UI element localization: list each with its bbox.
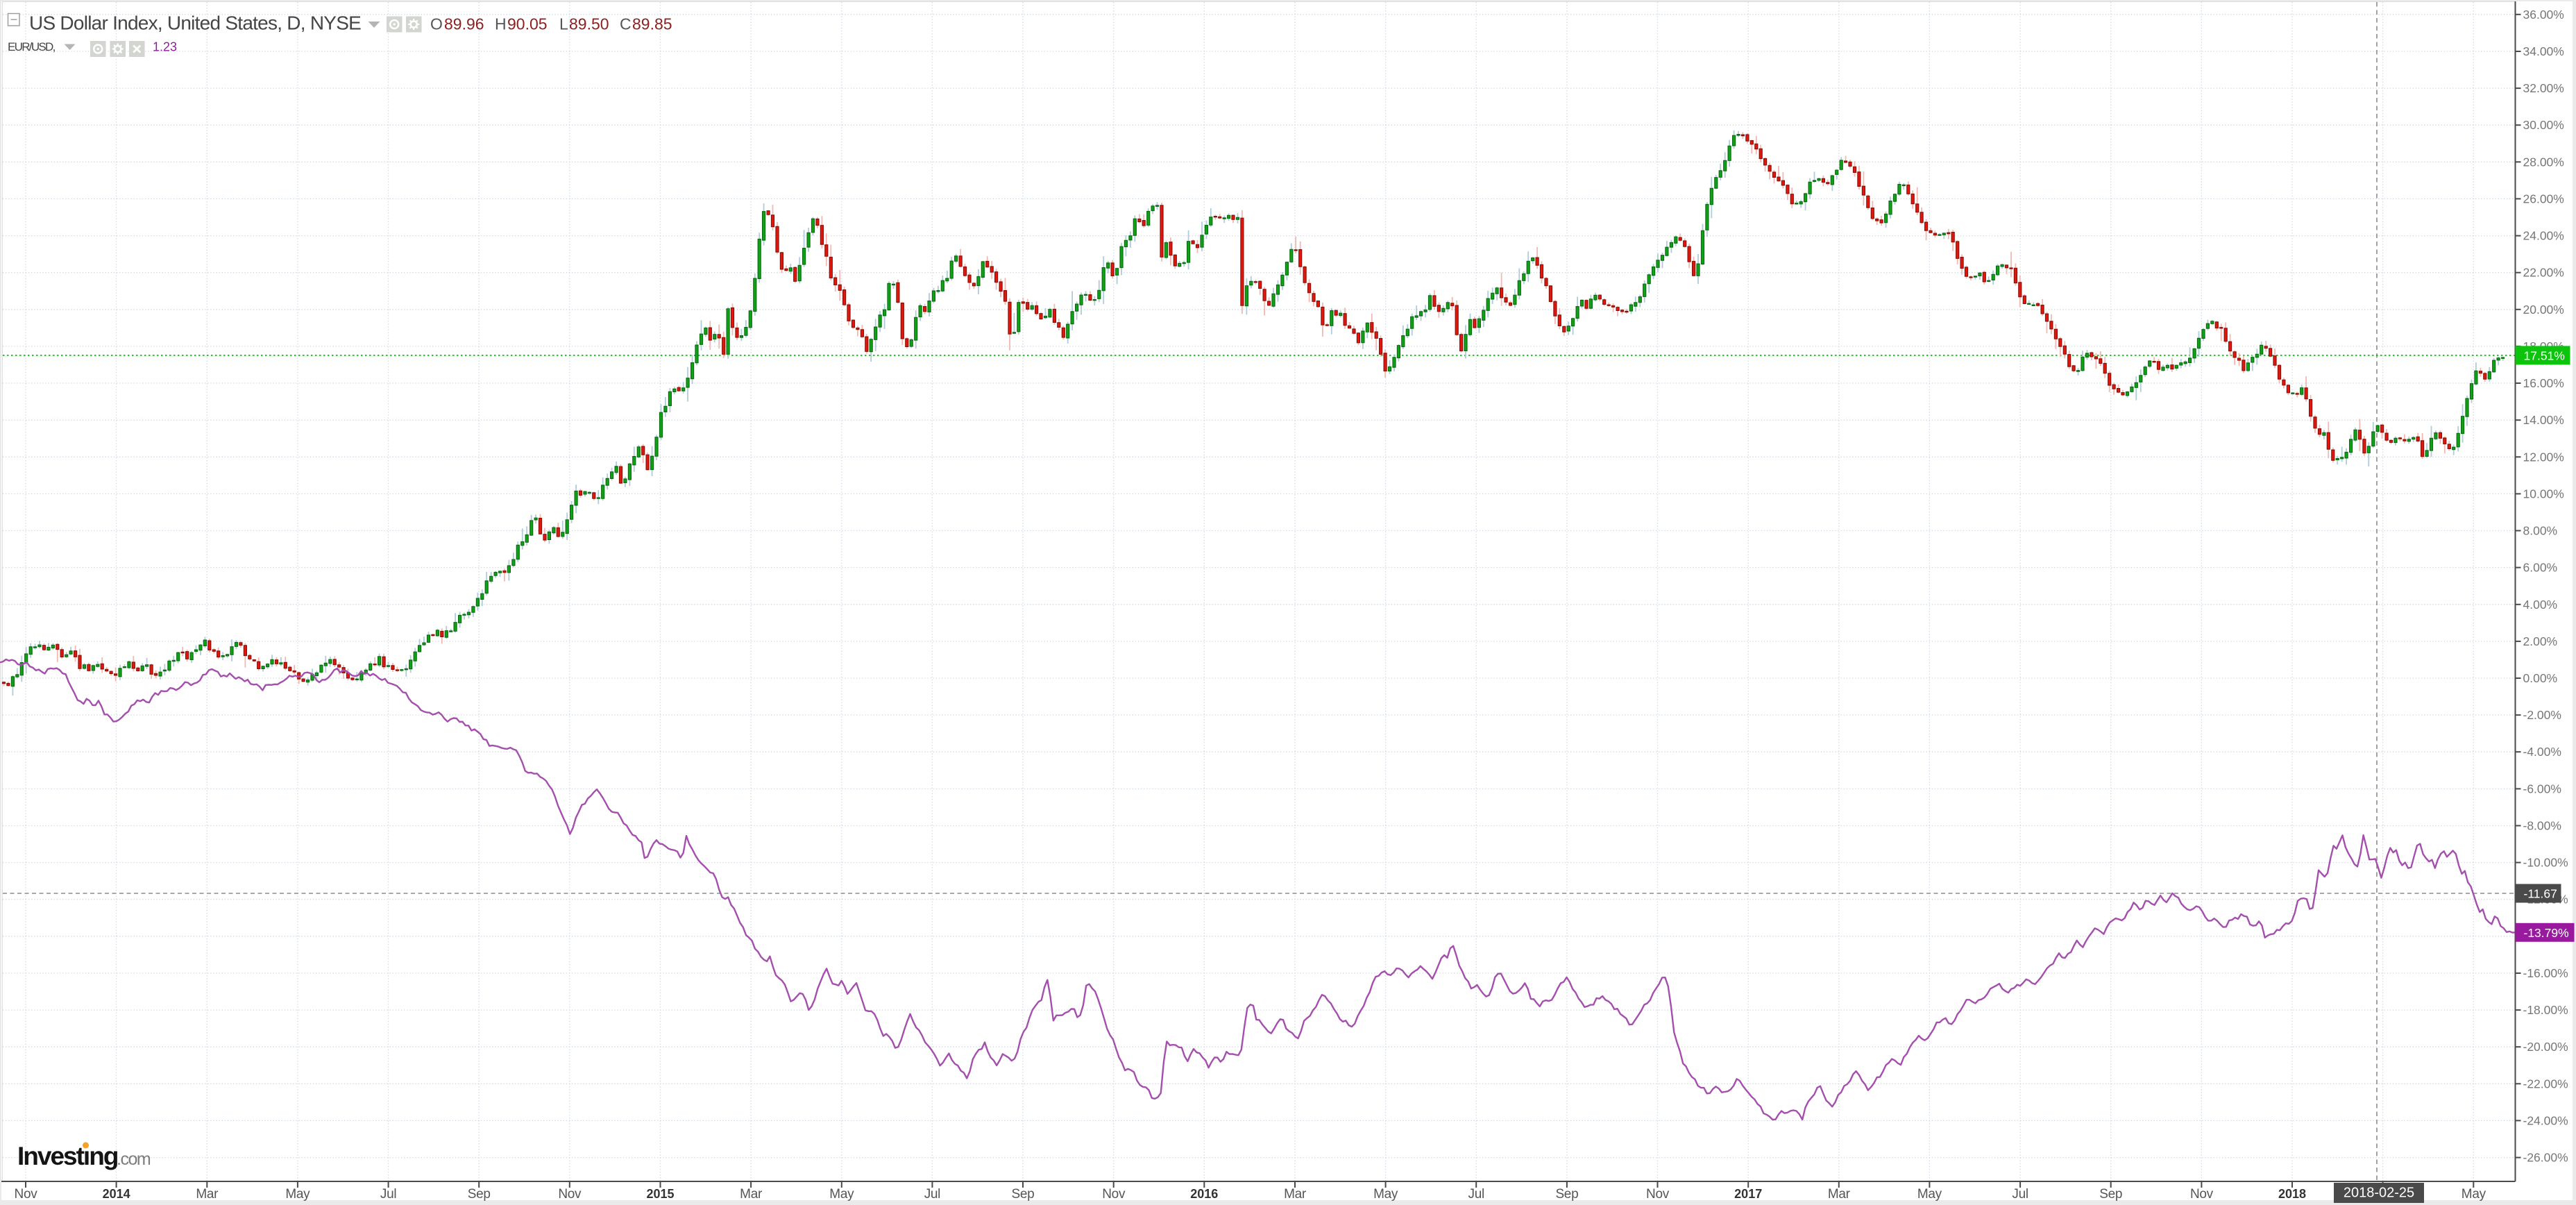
svg-text:May: May — [1917, 1187, 1942, 1202]
svg-text:34.00%: 34.00% — [2523, 44, 2564, 58]
svg-text:.com: .com — [117, 1149, 151, 1169]
svg-text:4.00%: 4.00% — [2523, 598, 2558, 612]
svg-text:Nov: Nov — [1646, 1187, 1670, 1202]
svg-text:May: May — [2461, 1187, 2486, 1202]
svg-text:2014: 2014 — [103, 1187, 130, 1201]
svg-text:-4.00%: -4.00% — [2523, 745, 2561, 759]
svg-text:EUR/USD,: EUR/USD, — [8, 40, 56, 53]
svg-text:2015: 2015 — [646, 1187, 674, 1201]
svg-text:Nov: Nov — [1102, 1187, 1126, 1202]
svg-text:Nov: Nov — [15, 1187, 38, 1202]
svg-text:Nov: Nov — [2190, 1187, 2214, 1202]
svg-text:2018: 2018 — [2278, 1187, 2306, 1201]
svg-text:Jul: Jul — [924, 1187, 940, 1202]
svg-text:16.00%: 16.00% — [2523, 376, 2564, 390]
svg-text:-18.00%: -18.00% — [2523, 1003, 2568, 1017]
svg-text:1.23: 1.23 — [153, 40, 177, 54]
svg-text:Sep: Sep — [2099, 1187, 2122, 1202]
svg-text:-11.67: -11.67 — [2524, 887, 2557, 901]
svg-text:6.00%: 6.00% — [2523, 561, 2558, 575]
svg-text:Mar: Mar — [1284, 1187, 1307, 1202]
svg-text:-20.00%: -20.00% — [2523, 1040, 2568, 1054]
svg-text:26.00%: 26.00% — [2523, 192, 2564, 205]
svg-text:-2.00%: -2.00% — [2523, 708, 2561, 722]
svg-text:-26.00%: -26.00% — [2523, 1151, 2568, 1165]
svg-text:-16.00%: -16.00% — [2523, 966, 2568, 980]
svg-text:30.00%: 30.00% — [2523, 118, 2564, 132]
svg-text:May: May — [1373, 1187, 1398, 1202]
svg-text:May: May — [829, 1187, 854, 1202]
svg-text:Sep: Sep — [1012, 1187, 1035, 1202]
svg-text:0.00%: 0.00% — [2523, 671, 2558, 685]
svg-text:-6.00%: -6.00% — [2523, 782, 2561, 795]
svg-text:Mar: Mar — [1828, 1187, 1851, 1202]
svg-text:28.00%: 28.00% — [2523, 155, 2564, 169]
svg-text:2.00%: 2.00% — [2523, 634, 2558, 648]
svg-text:Jul: Jul — [2012, 1187, 2028, 1202]
svg-text:36.00%: 36.00% — [2523, 8, 2564, 22]
svg-text:2017: 2017 — [1734, 1187, 1762, 1201]
svg-text:12.00%: 12.00% — [2523, 450, 2564, 464]
svg-text:24.00%: 24.00% — [2523, 229, 2564, 243]
svg-text:2016: 2016 — [1190, 1187, 1218, 1201]
svg-text:14.00%: 14.00% — [2523, 413, 2564, 427]
svg-text:8.00%: 8.00% — [2523, 524, 2558, 538]
svg-text:Jul: Jul — [380, 1187, 396, 1202]
svg-text:Investıng: Investıng — [17, 1142, 118, 1170]
svg-text:-13.79%: -13.79% — [2524, 926, 2569, 940]
svg-text:-10.00%: -10.00% — [2523, 856, 2568, 870]
svg-text:32.00%: 32.00% — [2523, 81, 2564, 95]
svg-text:-8.00%: -8.00% — [2523, 819, 2561, 833]
svg-text:May: May — [285, 1187, 310, 1202]
svg-text:Jul: Jul — [1468, 1187, 1484, 1202]
svg-text:Sep: Sep — [468, 1187, 491, 1202]
svg-text:Mar: Mar — [196, 1187, 219, 1202]
svg-text:-24.00%: -24.00% — [2523, 1113, 2568, 1127]
svg-text:20.00%: 20.00% — [2523, 303, 2564, 317]
svg-text:Sep: Sep — [1555, 1187, 1578, 1202]
svg-text:-22.00%: -22.00% — [2523, 1077, 2568, 1090]
svg-text:Mar: Mar — [740, 1187, 763, 1202]
svg-text:US Dollar Index, United States: US Dollar Index, United States, D, NYSE — [29, 12, 361, 34]
svg-text:Nov: Nov — [558, 1187, 582, 1202]
svg-text:22.00%: 22.00% — [2523, 266, 2564, 280]
svg-text:2018-02-25: 2018-02-25 — [2344, 1186, 2414, 1201]
svg-text:10.00%: 10.00% — [2523, 487, 2564, 500]
svg-text:17.51%: 17.51% — [2524, 348, 2565, 362]
